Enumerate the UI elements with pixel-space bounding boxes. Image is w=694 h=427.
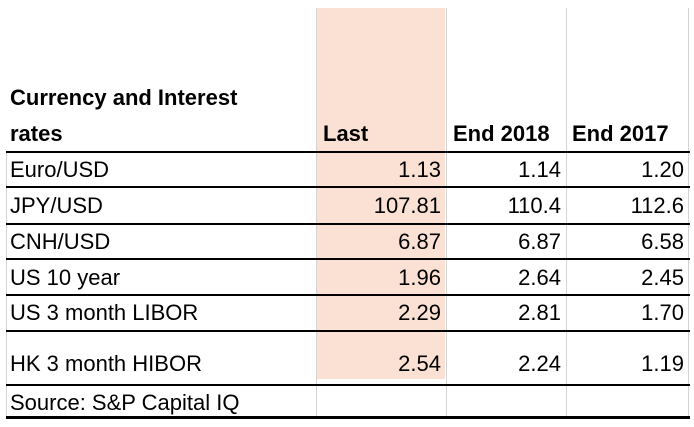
table-title-line-1: Currency and Interest [10, 85, 238, 110]
row-rule-6 [6, 384, 690, 386]
row-label-cnh-usd: CNH/USD [10, 229, 111, 254]
bottom-rule [6, 416, 690, 419]
euro-usd-last: 1.13 [398, 157, 441, 182]
us-10-year-end-2017: 2.45 [641, 265, 684, 290]
hk-hibor-last: 2.54 [398, 351, 441, 376]
row-rule-5 [6, 330, 690, 332]
hk-hibor-end-2017: 1.19 [641, 351, 684, 376]
gridline-col1 [316, 8, 317, 416]
jpy-usd-end-2018: 110.4 [507, 193, 561, 218]
table-title-line-2: rates [10, 121, 63, 146]
row-rule-2 [6, 223, 690, 225]
us-10-year-last: 1.96 [398, 265, 441, 290]
us-libor-last: 2.29 [398, 300, 441, 325]
row-label-us-3-month-libor: US 3 month LIBOR [10, 300, 199, 325]
us-libor-end-2018: 2.81 [518, 300, 561, 325]
row-label-hk-3-month-hibor: HK 3 month HIBOR [10, 351, 202, 376]
column-header-last: Last [323, 121, 369, 146]
source-note: Source: S&P Capital IQ [10, 390, 240, 415]
us-10-year-end-2018: 2.64 [518, 265, 561, 290]
jpy-usd-last: 107.81 [373, 193, 441, 218]
euro-usd-end-2017: 1.20 [641, 157, 684, 182]
euro-usd-end-2018: 1.14 [518, 157, 561, 182]
row-rule-3 [6, 258, 690, 260]
hk-hibor-end-2018: 2.24 [518, 351, 561, 376]
last-column-highlight [317, 8, 445, 379]
cnh-usd-last: 6.87 [398, 229, 441, 254]
column-header-end-2018: End 2018 [453, 121, 550, 146]
header-rule [6, 151, 690, 153]
cnh-usd-end-2017: 6.58 [641, 229, 684, 254]
row-rule-4 [6, 294, 690, 296]
column-header-end-2017: End 2017 [572, 121, 669, 146]
us-libor-end-2017: 1.70 [641, 300, 684, 325]
gridline-right [688, 8, 689, 416]
row-label-euro-usd: Euro/USD [10, 157, 110, 182]
gridline-col2 [446, 8, 447, 416]
row-rule-1 [6, 186, 690, 188]
row-label-jpy-usd: JPY/USD [10, 193, 103, 218]
gridline-col3 [566, 8, 567, 416]
cnh-usd-end-2018: 6.87 [518, 229, 561, 254]
row-label-us-10-year: US 10 year [10, 265, 121, 290]
jpy-usd-end-2017: 112.6 [630, 193, 684, 218]
gridline-left [6, 152, 7, 416]
